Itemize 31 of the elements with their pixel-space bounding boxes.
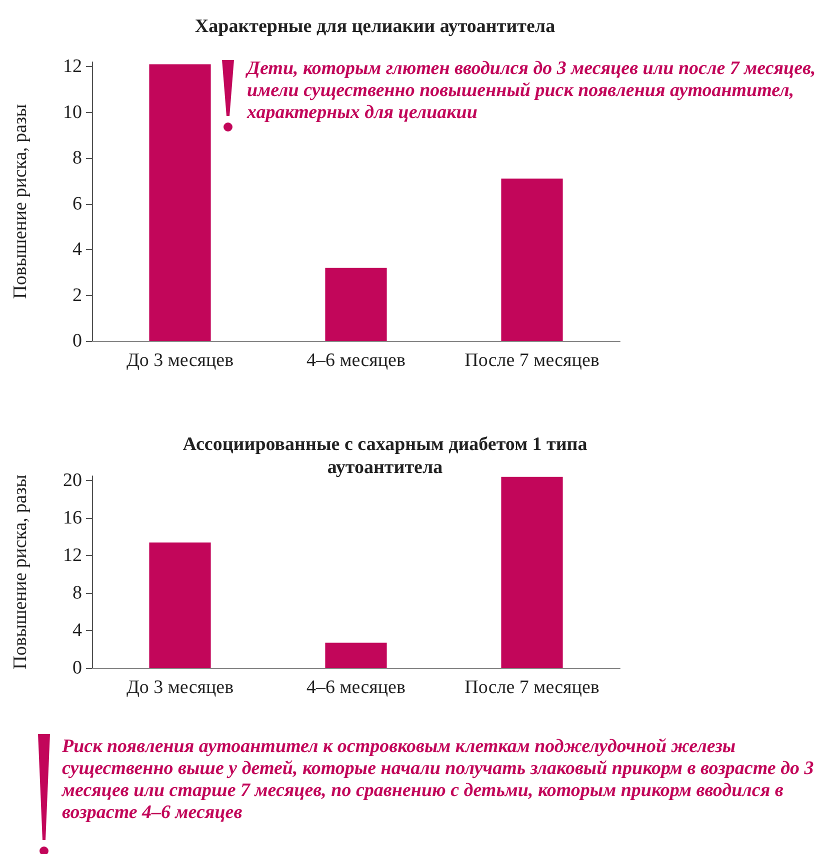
- y-tick-label: 12: [63, 545, 82, 566]
- bar: [149, 542, 211, 668]
- x-tick-label: До 3 месяцев: [126, 677, 234, 698]
- y-axis-title: Повышение риска, разы: [10, 104, 31, 299]
- bar: [149, 64, 211, 341]
- x-tick-label: До 3 месяцев: [126, 350, 234, 371]
- text: Риск появления аутоантител к островковым клеткам поджелудочной железы существенно выше у детей, которые начали получать злаковый прикорм в возрасте до 3 месяцев или старше 7 месяцев, по сравнению с детьми, которым прикорм вводился в возрасте 4–6 месяцев: [62, 736, 815, 824]
- y-axis-title: Повышение риска, разы: [10, 474, 31, 670]
- chart-title: Ассоциированные с сахарным диабетом 1 типа аутоантитела: [182, 434, 588, 478]
- x-tick-label: 4–6 месяцев: [306, 677, 406, 698]
- x-tick-label: 4–6 месяцев: [306, 350, 406, 371]
- y-tick-label: 0: [72, 330, 82, 352]
- x-tick-label: После 7 месяцев: [464, 350, 600, 371]
- y-tick-label: 4: [72, 239, 82, 260]
- y-tick-label: 10: [63, 102, 82, 123]
- y-tick-label: 8: [72, 148, 82, 169]
- y-tick-label: 6: [72, 193, 82, 214]
- y-tick-label: 8: [72, 582, 82, 604]
- y-tick-label: 2: [72, 284, 82, 306]
- y-tick-label: 16: [63, 508, 82, 529]
- chart-title: Характерные для целиакии аутоантитела: [194, 16, 556, 37]
- bar: [325, 642, 387, 668]
- bar: [501, 178, 563, 341]
- x-tick-label: После 7 месяцев: [464, 677, 600, 698]
- y-tick-label: 4: [72, 620, 82, 642]
- annotation: Дети, которым глютен вводился до 3 месяцев или после 7 месяцев, имели существенно повышенный риск появления аутоантител, характерных для целиакии: [247, 58, 817, 124]
- y-tick-label: 12: [63, 56, 82, 78]
- bar: [325, 268, 387, 341]
- y-tick-label: 20: [63, 470, 82, 492]
- y-tick-label: 0: [72, 658, 82, 678]
- bar: [501, 476, 563, 668]
